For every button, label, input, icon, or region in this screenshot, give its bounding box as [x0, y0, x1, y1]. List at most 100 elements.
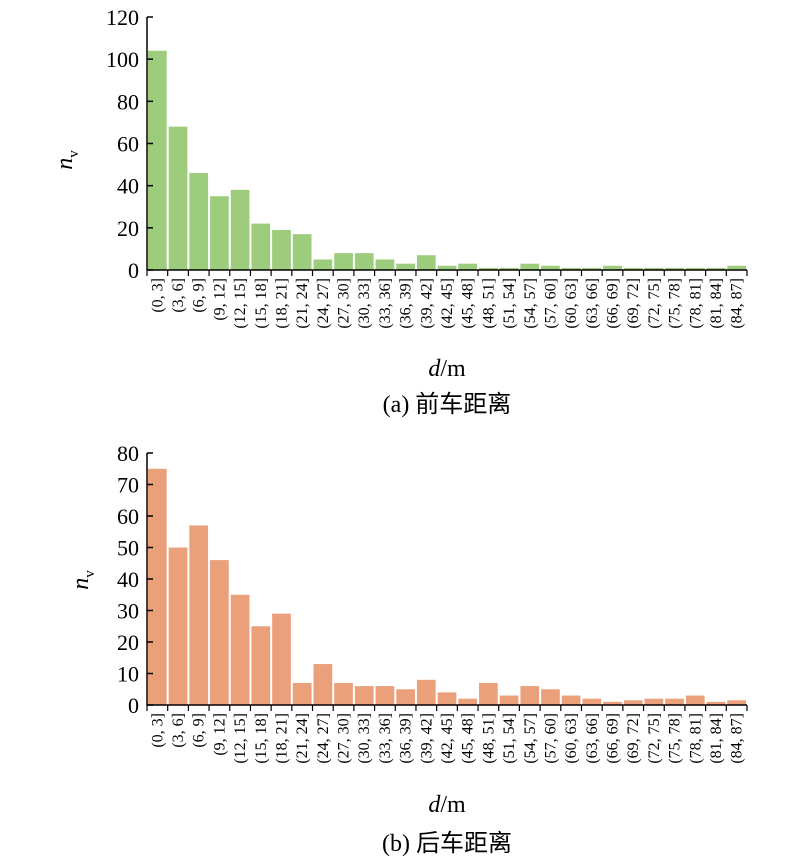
- bar-21-24: [292, 234, 312, 270]
- y-axis-label-rear: nv: [68, 570, 98, 590]
- x-tick-label: (3, 6]: [170, 713, 187, 748]
- bar-54-57: [520, 263, 540, 270]
- bar-63-66: [582, 267, 602, 270]
- x-axis-label-front: d/m: [428, 356, 466, 382]
- y-tick-label: 80: [117, 89, 139, 114]
- bar-6-9: [189, 525, 209, 705]
- x-tick-label: (0, 3]: [149, 278, 166, 313]
- bar-21-24: [292, 682, 312, 705]
- x-tick-label: (0, 3]: [149, 713, 166, 748]
- bar-30-33: [354, 253, 374, 270]
- y-tick-label: 20: [117, 216, 139, 241]
- y-tick-labels-front: 0 20 40 60 80 100 120: [106, 5, 139, 283]
- x-tick-label: (39, 42]: [418, 713, 435, 764]
- y-tick-label: 80: [117, 441, 139, 466]
- bar-63-66: [582, 698, 602, 705]
- caption-front: (a) 前车距离: [383, 391, 512, 418]
- bar-12-15: [230, 189, 250, 270]
- chart-front-vehicle-distance: 0 20 40 60 80 100 120 (0, 3] (3, 6] (6, 9] (9, 12…: [52, 5, 748, 418]
- bar-60-63: [561, 267, 581, 270]
- bar-60-63: [561, 695, 581, 705]
- bar-54-57: [520, 686, 540, 705]
- x-tick-label: (54, 57]: [522, 278, 539, 329]
- bar-66-69: [603, 701, 622, 705]
- bar-39-42: [416, 679, 436, 705]
- bar-36-39: [396, 689, 415, 705]
- bar-57-60: [541, 265, 560, 270]
- bar-18-21: [272, 229, 291, 270]
- x-tick-label: (51, 54]: [501, 713, 518, 764]
- x-tick-label: (15, 18]: [253, 278, 270, 329]
- bar-9-12: [210, 196, 229, 270]
- x-tick-label: (33, 36]: [377, 713, 394, 764]
- bar-33-36: [375, 259, 395, 270]
- x-axis-label-rear: d/m: [428, 792, 466, 818]
- x-tick-label: (30, 33]: [356, 713, 373, 764]
- x-tick-label: (6, 9]: [191, 713, 208, 748]
- x-tick-label: (66, 69]: [605, 278, 622, 329]
- x-tick-label: (36, 39]: [398, 278, 415, 329]
- x-tick-label: (48, 51]: [480, 713, 497, 764]
- y-tick-label: 50: [117, 536, 139, 561]
- x-tick-label: (42, 45]: [439, 713, 456, 764]
- x-tick-label: (36, 39]: [398, 713, 415, 764]
- bar-81-84: [706, 701, 726, 705]
- bar-15-18: [251, 223, 271, 270]
- x-tick-label: (42, 45]: [439, 278, 456, 329]
- x-tick-label: (81, 84]: [708, 713, 725, 764]
- bar-69-72: [623, 267, 643, 270]
- bar-9-12: [210, 560, 229, 705]
- bar-48-51: [479, 682, 498, 705]
- x-tick-labels-rear: (0, 3] (3, 6] (6, 9] (9, 12] (12, 15] (15, 18…: [149, 713, 745, 764]
- bar-42-45: [437, 265, 457, 270]
- y-tick-label: 40: [117, 174, 139, 199]
- bar-24-27: [313, 664, 333, 705]
- y-tick-labels-rear: 0 10 20 30 40 50 60 70 80: [117, 441, 139, 718]
- y-tick-label: 20: [117, 630, 139, 655]
- x-tick-label: (78, 81]: [687, 278, 704, 329]
- y-axis-label-front: nv: [52, 150, 82, 170]
- bar-42-45: [437, 692, 457, 705]
- x-tick-label: (3, 6]: [170, 278, 187, 313]
- x-tick-label: (84, 87]: [729, 713, 746, 764]
- x-tick-label: (78, 81]: [687, 713, 704, 764]
- x-tick-label: (30, 33]: [356, 278, 373, 329]
- x-tick-label: (18, 21]: [273, 278, 290, 329]
- x-tick-label: (57, 60]: [542, 278, 559, 329]
- bar-39-42: [416, 255, 436, 270]
- axes-rear: [146, 452, 748, 711]
- bar-3-6: [168, 126, 188, 270]
- x-tick-label: (9, 12]: [211, 278, 228, 321]
- x-tick-label: (24, 27]: [315, 713, 332, 764]
- bar-51-54: [499, 267, 519, 270]
- bar-6-9: [189, 173, 209, 270]
- y-tick-label: 30: [117, 599, 139, 624]
- bar-33-36: [375, 686, 395, 705]
- x-tick-label: (51, 54]: [501, 278, 518, 329]
- x-tick-label: (60, 63]: [563, 713, 580, 764]
- bar-24-27: [313, 259, 333, 270]
- caption-rear: (b) 后车距离: [382, 830, 512, 857]
- x-tick-label: (27, 30]: [336, 278, 353, 329]
- x-tick-label: (81, 84]: [708, 278, 725, 329]
- bars-rear: [148, 468, 746, 705]
- x-tick-label: (39, 42]: [418, 278, 435, 329]
- y-tick-label: 70: [117, 473, 139, 498]
- bar-0-3: [148, 50, 167, 271]
- bars-front: [148, 50, 746, 271]
- bar-51-54: [499, 695, 519, 705]
- chart-rear-vehicle-distance: 0 10 20 30 40 50 60 70 80 (0, 3] (3, 6] (6, 9] (9, …: [68, 441, 748, 857]
- x-tick-label: (45, 48]: [460, 278, 477, 329]
- y-tick-label: 60: [117, 132, 139, 157]
- bar-69-72: [623, 700, 643, 705]
- x-tick-label: (57, 60]: [542, 713, 559, 764]
- x-tick-label: (21, 24]: [294, 713, 311, 764]
- bar-45-48: [458, 698, 478, 705]
- bar-72-75: [644, 267, 664, 270]
- axes-front: [146, 16, 748, 276]
- x-tick-label: (72, 75]: [646, 713, 663, 764]
- x-tick-label: (33, 36]: [377, 278, 394, 329]
- x-tick-label: (60, 63]: [563, 278, 580, 329]
- x-tick-label: (69, 72]: [625, 278, 642, 329]
